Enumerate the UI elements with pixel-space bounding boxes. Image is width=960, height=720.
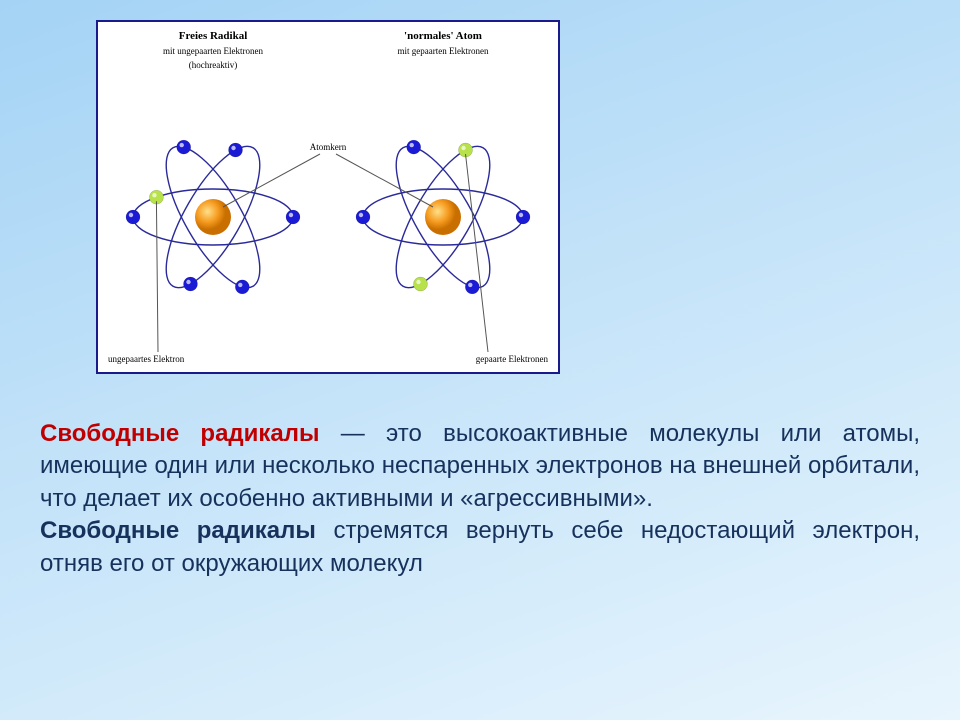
- left-sub1: mit ungepaarten Elektronen: [98, 46, 328, 56]
- body-text: Свободные радикалы — это высокоактивные …: [40, 418, 920, 580]
- diagram-box: Freies Radikal mit ungepaarten Elektrone…: [96, 20, 560, 374]
- left-footer-label: ungepaartes Elektron: [108, 354, 184, 364]
- atom-diagram-free-radical: [108, 102, 318, 312]
- left-sub2: (hochreaktiv): [98, 60, 328, 70]
- left-title: Freies Radikal: [98, 30, 328, 42]
- diagram-left-column: Freies Radikal mit ungepaarten Elektrone…: [98, 22, 328, 372]
- atom-diagram-normal: [338, 102, 548, 312]
- diagram-right-column: 'normales' Atom mit gepaarten Elektronen…: [328, 22, 558, 372]
- right-sub1: mit gepaarten Elektronen: [328, 46, 558, 56]
- slide: Freies Radikal mit ungepaarten Elektrone…: [0, 0, 960, 720]
- right-title: 'normales' Atom: [328, 30, 558, 42]
- p2-lead: Свободные радикалы: [40, 517, 316, 544]
- nucleus-label: Atomkern: [298, 142, 358, 152]
- p1-lead: Свободные радикалы: [40, 420, 320, 447]
- right-footer-label: gepaarte Elektronen: [476, 354, 548, 364]
